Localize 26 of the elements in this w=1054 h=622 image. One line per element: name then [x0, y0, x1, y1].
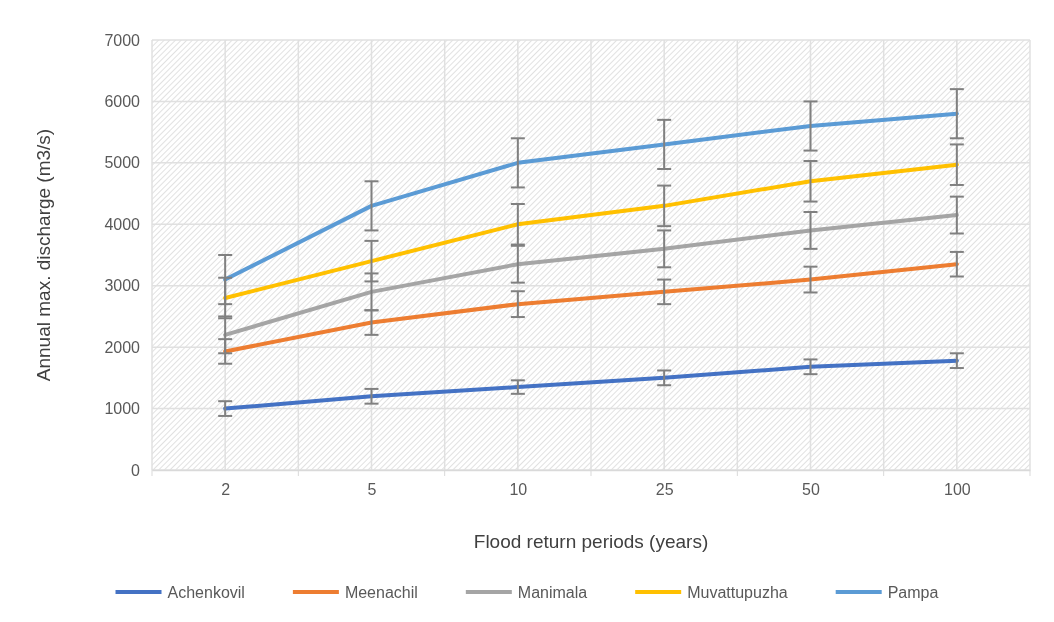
line-series [223, 162, 959, 300]
legend-label: Meenachil [344, 584, 418, 601]
line-series [223, 111, 959, 282]
y-axis-title: Annual max. discharge (m3/s) [33, 128, 54, 382]
x-tick-label: 25 [655, 481, 674, 499]
legend-label: Muvattupuzha [687, 584, 788, 601]
y-tick-label: 1000 [104, 400, 141, 418]
y-tick-label: 2000 [104, 338, 141, 356]
y-tick-label: 3000 [104, 277, 141, 295]
y-tick-label: 0 [131, 461, 141, 479]
x-tick-label: 50 [802, 481, 820, 499]
legend-label: Achenkovil [167, 584, 245, 601]
x-tick-label: 100 [943, 481, 971, 499]
x-axis-title: Flood return periods (years) [473, 531, 709, 552]
x-tick-label: 10 [509, 481, 528, 499]
x-tick-label: 5 [367, 481, 377, 499]
legend-label: Pampa [887, 584, 939, 601]
y-tick-label: 5000 [104, 154, 141, 172]
line-series [223, 358, 959, 411]
y-tick-label: 4000 [104, 215, 141, 233]
x-tick-label: 2 [221, 481, 231, 499]
legend-label: Manimala [517, 584, 588, 601]
line-series [223, 262, 959, 354]
line-series [223, 213, 959, 337]
y-tick-label: 7000 [104, 31, 141, 49]
y-tick-label: 6000 [104, 93, 141, 111]
